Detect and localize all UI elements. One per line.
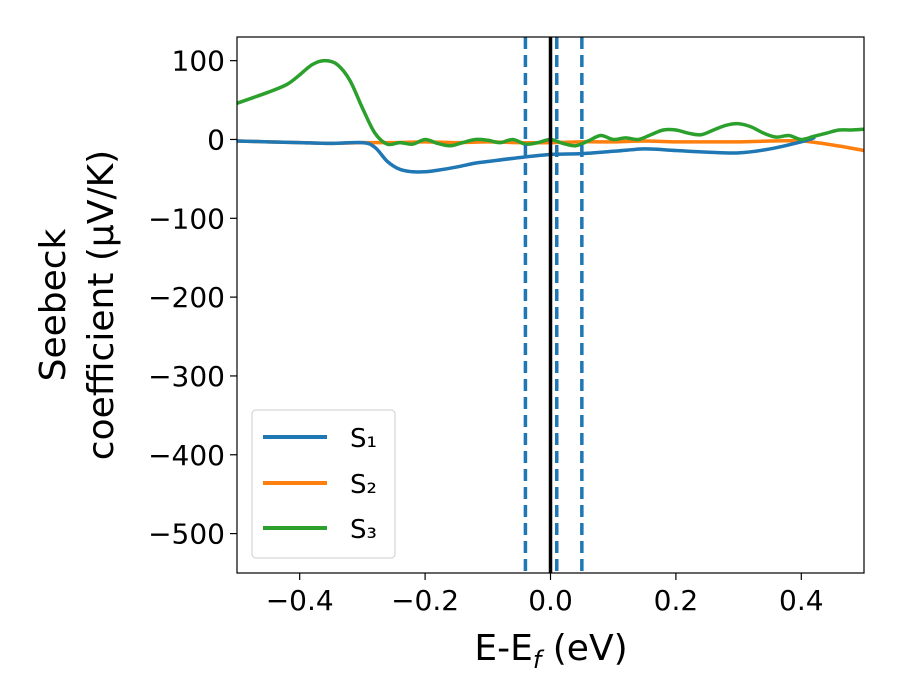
series-line-s3 (237, 58, 864, 148)
series-line-s1 (237, 136, 816, 174)
x-tick-label: −0.2 (391, 584, 459, 617)
x-tick-label: 0.2 (654, 584, 699, 617)
y-tick-label: −500 (148, 518, 225, 551)
y-axis-title-line2: coefficient (μV/K) (81, 150, 122, 460)
x-tick-label: −0.4 (266, 584, 334, 617)
x-axis-title: E-Ef (eV) (474, 628, 627, 674)
y-axis-title: Seebeck coefficient (μV/K) (33, 150, 122, 460)
legend: S₁ S₂ S₃ (251, 409, 396, 559)
y-tick-label: −400 (148, 439, 225, 472)
vertical-lines (523, 37, 584, 573)
y-tick-label: 0 (207, 123, 225, 156)
legend-label-s3: S₃ (350, 515, 377, 545)
y-tick-label: −300 (148, 360, 225, 393)
legend-label-s1: S₁ (350, 424, 377, 454)
x-tick-label: 0.4 (779, 584, 824, 617)
legend-label-s2: S₂ (350, 470, 377, 500)
y-tick-label: −100 (148, 202, 225, 235)
y-tick-label: −200 (148, 281, 225, 314)
x-tick-label: 0.0 (528, 584, 573, 617)
x-axis: −0.4 −0.2 0.0 0.2 0.4 (266, 573, 824, 617)
y-axis: 100 0 −100 −200 −300 −400 −500 (148, 45, 237, 551)
y-axis-title-line1: Seebeck (33, 228, 74, 381)
y-tick-label: 100 (172, 45, 225, 78)
